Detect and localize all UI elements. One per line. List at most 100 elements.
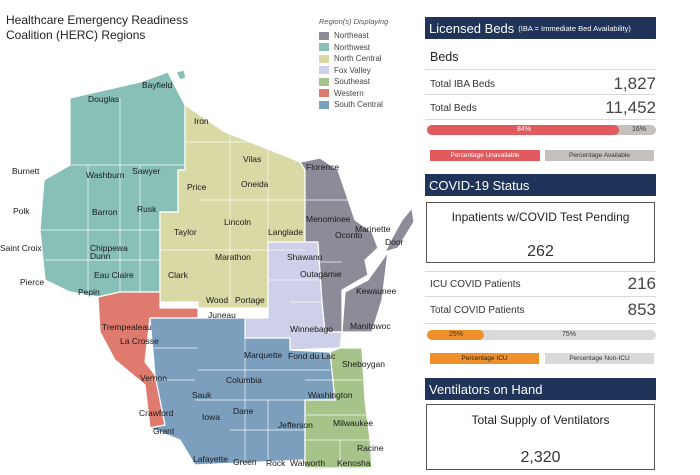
- legend-item-western[interactable]: Western: [319, 88, 388, 100]
- legend-unavailable[interactable]: Percentage Unavailable: [430, 150, 540, 161]
- county-label[interactable]: Chippewa: [90, 243, 128, 253]
- legend-item-southeast[interactable]: Southeast: [319, 76, 388, 88]
- icu-ratio-bar[interactable]: 25% 75%: [427, 330, 656, 340]
- legend-item-northeast[interactable]: Northeast: [319, 30, 388, 42]
- region-fox-valley[interactable]: [244, 241, 343, 351]
- county-label[interactable]: Wood: [206, 295, 228, 305]
- legend-item-north-central[interactable]: North Central: [319, 53, 388, 65]
- section-note: (IBA = Immediate Bed Availability): [518, 23, 631, 33]
- county-label[interactable]: La Crosse: [120, 336, 159, 346]
- county-label[interactable]: Lafayette: [193, 454, 228, 464]
- county-label[interactable]: Portage: [235, 295, 265, 305]
- county-label[interactable]: Dunn: [90, 251, 111, 261]
- county-label[interactable]: Douglas: [88, 94, 119, 104]
- county-label[interactable]: Juneau: [208, 310, 236, 320]
- legend-item-south-central[interactable]: South Central: [319, 99, 388, 111]
- legend-non-icu[interactable]: Percentage Non-ICU: [545, 353, 654, 364]
- county-label[interactable]: Oconto: [335, 230, 363, 240]
- county-label[interactable]: Taylor: [174, 227, 197, 237]
- divider: [425, 323, 656, 324]
- county-label[interactable]: Eau Claire: [94, 270, 134, 280]
- county-label[interactable]: Langlade: [268, 227, 303, 237]
- ventilators-header: Ventilators on Hand: [425, 378, 656, 400]
- county-labels: Bayfield Douglas Iron Burnett Washburn S…: [0, 80, 404, 468]
- legend-icu[interactable]: Percentage ICU: [430, 353, 539, 364]
- region-northeast-door: [384, 207, 415, 253]
- county-label[interactable]: Marinette: [355, 224, 391, 234]
- unavailable-fill: [427, 125, 620, 135]
- county-label[interactable]: Winnebago: [290, 324, 333, 334]
- county-label[interactable]: Pierce: [20, 277, 44, 287]
- county-label[interactable]: Bayfield: [142, 80, 173, 90]
- county-label[interactable]: Washburn: [86, 170, 125, 180]
- total-iba-value: 1,827: [613, 74, 656, 93]
- county-label[interactable]: Saint Croix: [0, 243, 42, 253]
- county-label[interactable]: Iowa: [202, 412, 220, 422]
- county-label[interactable]: Sauk: [192, 390, 212, 400]
- county-label[interactable]: Menominee: [306, 214, 351, 224]
- wisconsin-herc-map: Bayfield Douglas Iron Burnett Washburn S…: [0, 70, 415, 469]
- county-label[interactable]: Fond du Lac: [288, 351, 336, 361]
- county-label[interactable]: Jefferson: [278, 420, 313, 430]
- county-label[interactable]: Oneida: [241, 179, 269, 189]
- county-label[interactable]: Price: [187, 182, 207, 192]
- region-southeast[interactable]: [304, 347, 373, 469]
- county-label[interactable]: Dane: [233, 406, 254, 416]
- county-label[interactable]: Manitowoc: [350, 321, 391, 331]
- county-label[interactable]: Kewaunee: [356, 286, 396, 296]
- total-beds-value: 11,452: [605, 98, 656, 117]
- icu-value: 216: [627, 274, 656, 293]
- swatch: [319, 100, 329, 109]
- county-label[interactable]: Marathon: [215, 252, 251, 262]
- county-label[interactable]: Marquette: [244, 350, 283, 360]
- county-label[interactable]: Lincoln: [224, 217, 251, 227]
- county-label[interactable]: Sawyer: [132, 166, 161, 176]
- county-label[interactable]: Clark: [168, 270, 189, 280]
- county-lines: [40, 98, 370, 468]
- county-label[interactable]: Vilas: [243, 154, 261, 164]
- divider: [425, 94, 656, 95]
- licensed-beds-header: Licensed Beds (IBA = Immediate Bed Avail…: [425, 17, 656, 39]
- county-label[interactable]: Racine: [357, 443, 384, 453]
- county-label[interactable]: Walworth: [290, 458, 325, 468]
- county-label[interactable]: Vernon: [140, 373, 167, 383]
- legend-item-fox-valley[interactable]: Fox Valley: [319, 65, 388, 77]
- region-western[interactable]: [97, 291, 199, 429]
- county-label[interactable]: Shawano: [287, 252, 323, 262]
- county-label[interactable]: Polk: [13, 206, 30, 216]
- section-title: Ventilators on Hand: [429, 381, 543, 397]
- county-label[interactable]: Florence: [306, 162, 339, 172]
- region-northwest-islands: [175, 70, 187, 81]
- pending-title: Inpatients w/COVID Test Pending: [451, 210, 630, 224]
- section-title: COVID-19 Status: [429, 177, 530, 193]
- total-covid-value: 853: [627, 300, 656, 319]
- county-label[interactable]: Burnett: [12, 166, 40, 176]
- county-label[interactable]: Trempealeau: [102, 322, 152, 332]
- county-label[interactable]: Sheboygan: [342, 359, 385, 369]
- county-label[interactable]: Iron: [194, 116, 209, 126]
- legend-available[interactable]: Percentage Available: [545, 150, 654, 161]
- county-label[interactable]: Green: [233, 457, 257, 467]
- unavailable-pct: 84%: [517, 126, 532, 133]
- divider: [425, 296, 656, 297]
- county-label[interactable]: Door: [385, 237, 404, 247]
- county-label[interactable]: Pepin: [78, 287, 100, 297]
- county-label[interactable]: Columbia: [226, 375, 262, 385]
- county-label[interactable]: Kenosha: [337, 458, 371, 468]
- legend-label: North Central: [334, 54, 382, 64]
- county-label[interactable]: Outagamie: [300, 269, 342, 279]
- county-label[interactable]: Rusk: [137, 204, 157, 214]
- pending-card: Inpatients w/COVID Test Pending 262: [426, 202, 655, 263]
- legend-label: Fox Valley: [334, 65, 371, 75]
- divider: [425, 69, 656, 70]
- legend-item-northwest[interactable]: Northwest: [319, 42, 388, 54]
- legend-label: South Central: [334, 100, 383, 110]
- county-label[interactable]: Grant: [153, 426, 175, 436]
- county-label[interactable]: Barron: [92, 207, 118, 217]
- county-label[interactable]: Crawford: [139, 408, 174, 418]
- county-label[interactable]: Rock: [266, 458, 286, 468]
- county-label[interactable]: Washington: [308, 390, 353, 400]
- county-label[interactable]: Milwaukee: [333, 418, 373, 428]
- beds-availability-bar[interactable]: 84% 16%: [427, 125, 656, 135]
- section-title: Licensed Beds: [429, 20, 515, 36]
